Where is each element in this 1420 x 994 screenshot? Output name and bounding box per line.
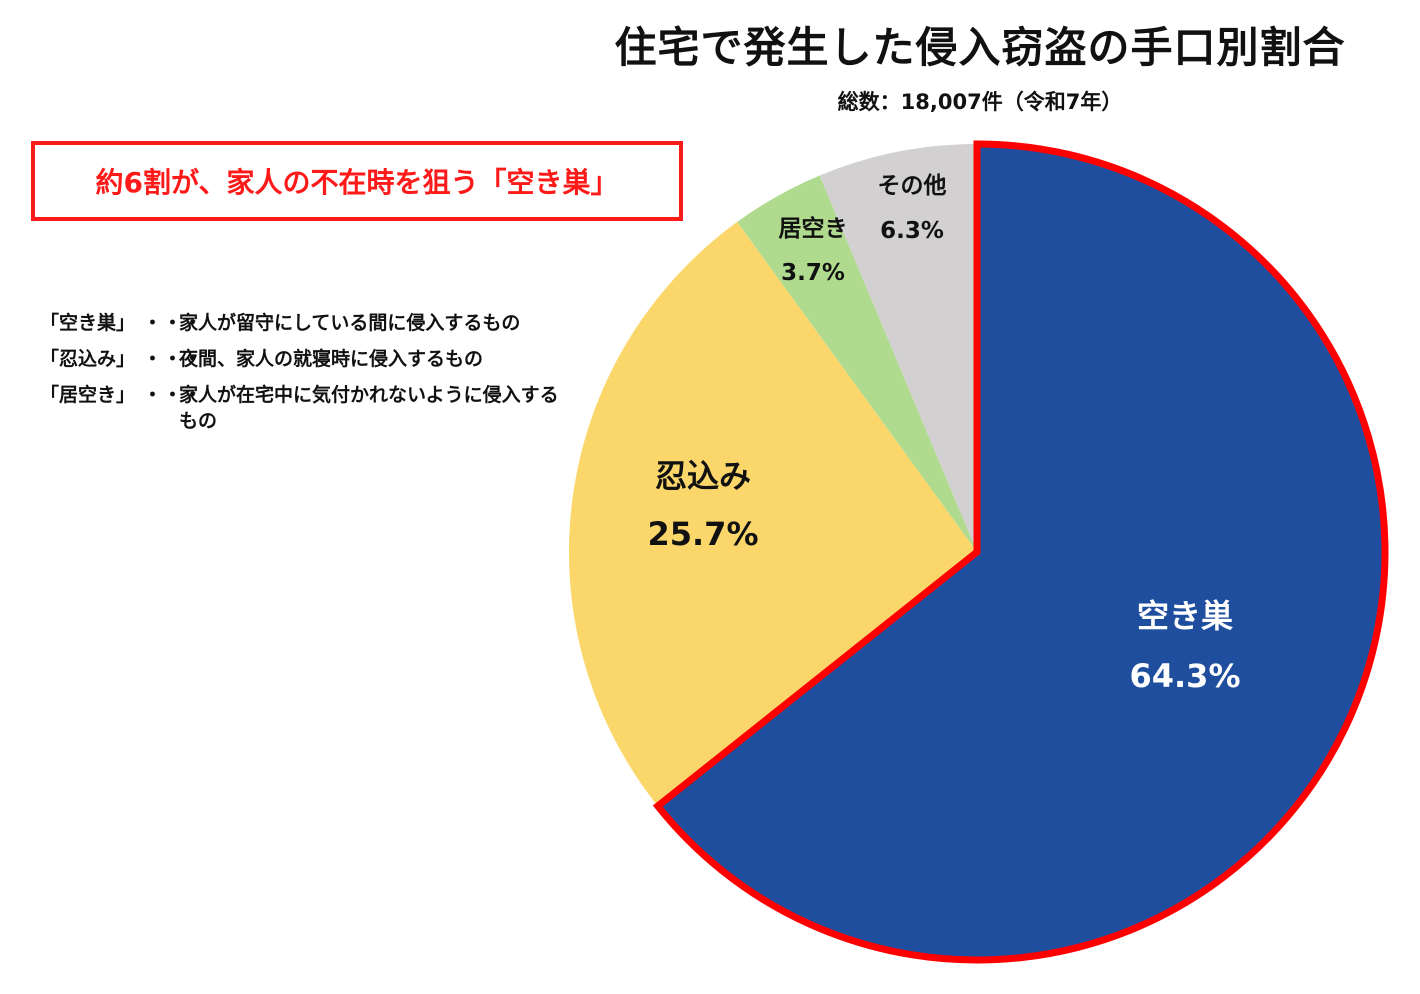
slice-value-akisu: 64.3% (1129, 657, 1240, 695)
definition-item: 「空き巣」 ・・・ 家人が留守にしている間に侵入するもの (40, 310, 559, 336)
slice-value-iaki: 3.7% (781, 260, 845, 286)
slice-label-akisu: 空き巣 (1137, 597, 1233, 635)
definition-item: 「忍込み」 ・・・ 夜間、家人の就寝時に侵入するもの (40, 346, 559, 372)
pie-slice-shinobikomi (568, 221, 977, 807)
slice-value-sonota: 6.3% (880, 218, 944, 244)
definitions-list: 「空き巣」 ・・・ 家人が留守にしている間に侵入するもの 「忍込み」 ・・・ 夜… (40, 310, 559, 444)
callout-text: 約6割が、家人の不在時を狙う「空き巣」 (95, 166, 619, 199)
definition-term: 「忍込み」 (40, 348, 136, 370)
slice-label-iaki: 居空き (779, 215, 848, 242)
definition-item: 「居空き」 ・・・ 家人が在宅中に気付かれないように侵入するもの (40, 382, 559, 434)
chart-title: 住宅で発生した侵入窃盗の手口別割合 (614, 23, 1346, 72)
chart-subtitle: 総数：18,007件（令和7年） (837, 90, 1123, 114)
definition-term: 「空き巣」 (40, 312, 136, 334)
definition-text: 家人が在宅中に気付かれないように侵入するもの (179, 384, 559, 432)
pie-slice-iaki (737, 175, 977, 553)
callout-box: 約6割が、家人の不在時を狙う「空き巣」 (31, 141, 683, 221)
definition-term: 「居空き」 (40, 384, 136, 406)
definition-text: 家人が留守にしている間に侵入するもの (179, 312, 521, 334)
definition-text: 夜間、家人の就寝時に侵入するもの (179, 348, 484, 370)
slice-label-shinobikomi: 忍込み (655, 457, 751, 495)
slice-label-sonota: その他 (878, 173, 947, 199)
pie-slice-sonota (819, 144, 977, 552)
slice-value-shinobikomi: 25.7% (647, 515, 758, 553)
pie-slice-akisu (652, 140, 1389, 964)
